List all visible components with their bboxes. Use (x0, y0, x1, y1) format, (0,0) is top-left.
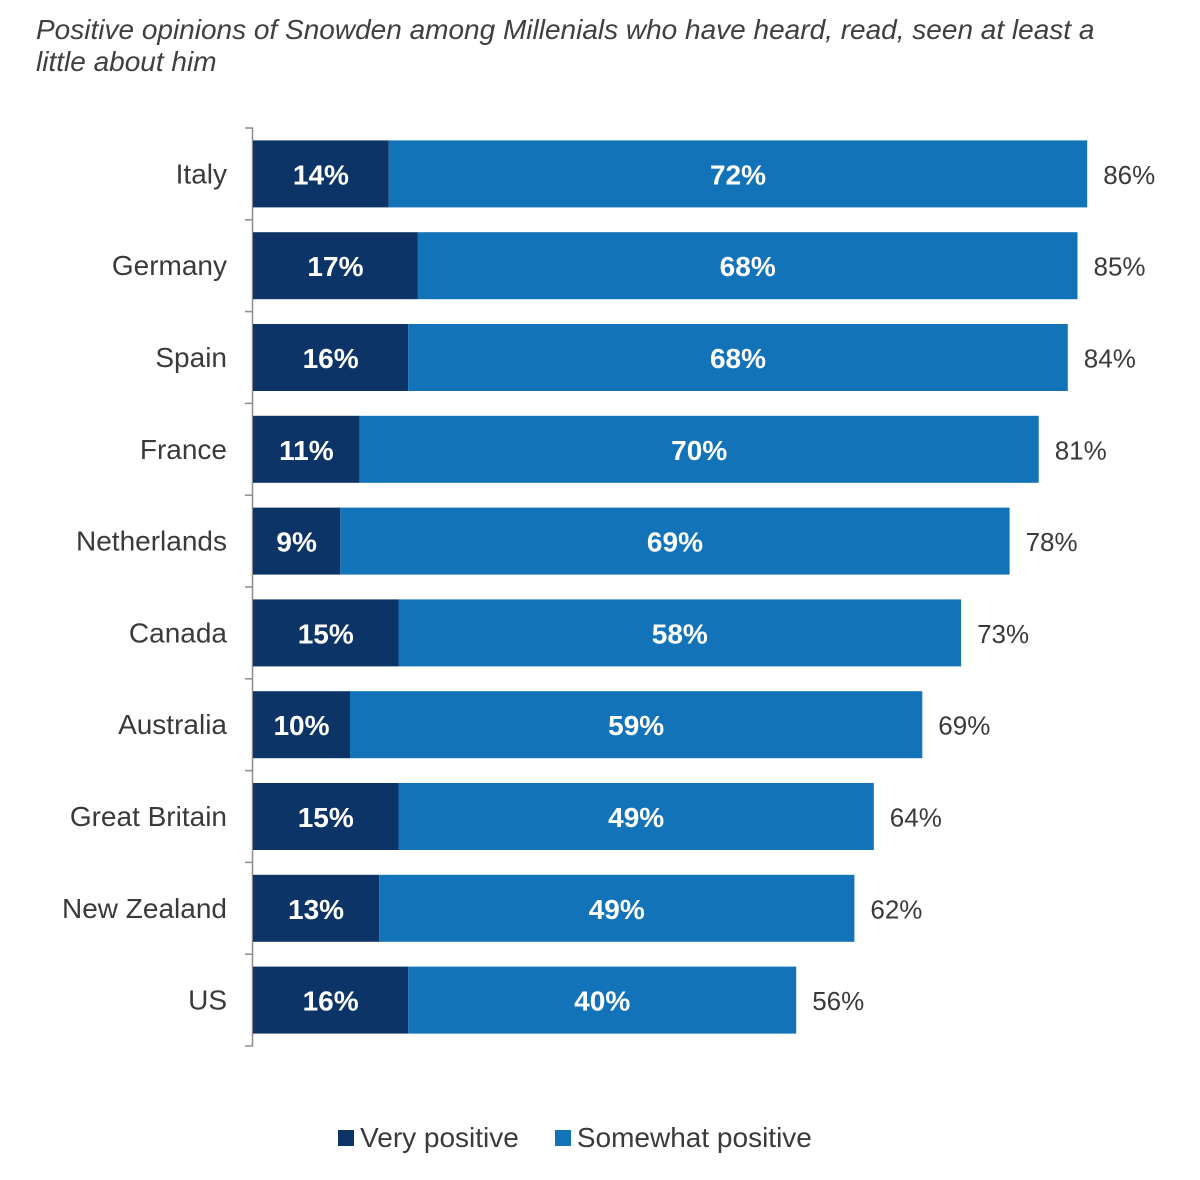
bar-somewhat-positive-australia (350, 691, 923, 759)
total-label-australia: 69% (938, 711, 990, 741)
legend-swatch-somewhat-positive (554, 1130, 571, 1146)
category-label-france: France (140, 434, 227, 465)
bar-label-very-positive-great-britain: 15% (298, 802, 354, 833)
total-label-us: 56% (812, 986, 864, 1016)
category-label-germany: Germany (112, 250, 227, 281)
bar-label-somewhat-positive-france: 70% (671, 435, 727, 466)
bar-somewhat-positive-great-britain (398, 783, 874, 850)
total-label-new-zealand: 62% (870, 894, 922, 924)
category-label-great-britain: Great Britain (70, 801, 227, 832)
bar-label-somewhat-positive-germany: 68% (720, 251, 776, 282)
bar-label-somewhat-positive-italy: 72% (710, 159, 766, 190)
total-label-italy: 86% (1103, 160, 1155, 190)
legend-swatch-very-positive (338, 1130, 355, 1146)
bar-very-positive-netherlands (253, 507, 341, 575)
bar-label-very-positive-us: 16% (303, 986, 359, 1017)
category-label-us: US (188, 985, 227, 1016)
category-label-new-zealand: New Zealand (62, 893, 227, 924)
chart-title: Positive opinions of Snowden among Mille… (36, 14, 1095, 77)
bar-very-positive-france (253, 415, 360, 483)
bar-label-somewhat-positive-netherlands: 69% (647, 527, 703, 558)
bar-very-positive-germany (253, 232, 418, 300)
bar-very-positive-great-britain (253, 783, 399, 850)
chart-plot: Italy 14% 72% 86% Germany 17% 68% 85% Spain 16% 68… (62, 127, 1155, 1047)
bar-label-very-positive-france: 11% (279, 435, 334, 466)
bar-somewhat-positive-spain (408, 324, 1068, 391)
bar-label-very-positive-canada: 15% (298, 618, 354, 649)
total-label-germany: 85% (1094, 252, 1146, 282)
bar-label-very-positive-australia: 10% (273, 710, 329, 741)
bar-very-positive-spain (253, 324, 409, 391)
bar-very-positive-us (253, 966, 409, 1034)
bar-somewhat-positive-us (408, 966, 797, 1034)
bar-label-very-positive-italy: 14% (293, 159, 349, 190)
bar-label-somewhat-positive-us: 40% (574, 986, 630, 1017)
category-label-netherlands: Netherlands (76, 526, 227, 557)
chart-legend: Very positive Somewhat positive (0, 1122, 1150, 1154)
bar-somewhat-positive-germany (417, 232, 1078, 300)
bar-somewhat-positive-new-zealand (379, 874, 855, 942)
bar-label-somewhat-positive-new-zealand: 49% (589, 894, 645, 925)
total-label-great-britain: 64% (890, 803, 942, 833)
bar-somewhat-positive-italy (388, 140, 1088, 208)
category-label-canada: Canada (129, 617, 228, 648)
bar-very-positive-australia (253, 691, 350, 759)
bar-label-somewhat-positive-spain: 68% (710, 343, 766, 374)
total-label-canada: 73% (977, 619, 1029, 649)
legend-label-somewhat-positive: Somewhat positive (576, 1122, 812, 1153)
category-label-spain: Spain (155, 342, 227, 373)
bar-label-somewhat-positive-australia: 59% (608, 710, 664, 741)
bar-somewhat-positive-canada (398, 599, 962, 667)
bar-very-positive-canada (253, 599, 399, 667)
bar-very-positive-new-zealand (253, 874, 380, 942)
bar-label-very-positive-germany: 17% (307, 251, 363, 282)
category-label-italy: Italy (176, 158, 227, 189)
legend-item-somewhat-positive: Somewhat positive (554, 1122, 812, 1154)
bar-label-somewhat-positive-canada: 58% (652, 618, 708, 649)
bar-somewhat-positive-france (359, 415, 1039, 483)
bar-somewhat-positive-netherlands (340, 507, 1010, 575)
category-label-australia: Australia (118, 709, 227, 740)
bar-label-somewhat-positive-great-britain: 49% (608, 802, 664, 833)
total-label-france: 81% (1055, 435, 1107, 465)
bar-very-positive-italy (253, 140, 389, 208)
total-label-netherlands: 78% (1026, 527, 1078, 557)
bar-label-very-positive-new-zealand: 13% (288, 894, 344, 925)
bar-label-very-positive-netherlands: 9% (276, 527, 317, 558)
legend-label-very-positive: Very positive (360, 1122, 519, 1153)
bar-label-very-positive-spain: 16% (303, 343, 359, 374)
legend-item-very-positive: Very positive (338, 1122, 519, 1154)
total-label-spain: 84% (1084, 344, 1136, 374)
